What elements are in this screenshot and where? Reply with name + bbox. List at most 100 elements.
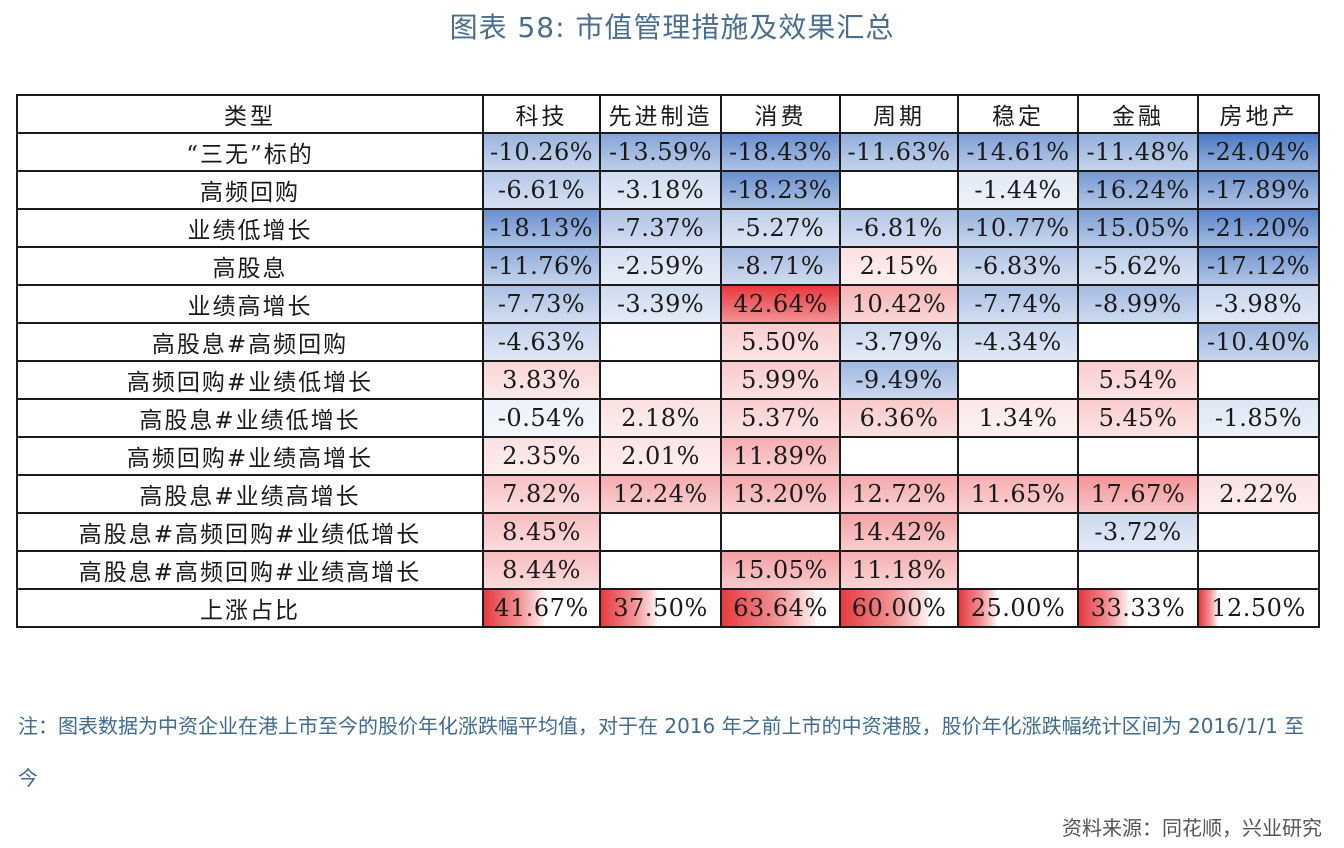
value-cell (839, 436, 959, 476)
table-row: 业绩低增长 -18.13% -7.37% -5.27% -6.81% -10.77% -15… (16, 208, 1320, 248)
header-stable: 稳定 (957, 94, 1079, 134)
value-cell: 5.99% (720, 360, 841, 400)
value-cell: -3.98% (1197, 284, 1320, 324)
table-body: “三无”标的 -10.26% -13.59% -18.43% -11.63% -14.61… (16, 132, 1320, 628)
value-cell: 10.42% (839, 284, 959, 324)
value-cell (1077, 550, 1199, 590)
value-cell: -1.44% (957, 170, 1079, 210)
header-real-estate: 房地产 (1197, 94, 1320, 134)
value-cell: 12.72% (839, 474, 959, 514)
value-cell: -11.76% (482, 246, 601, 286)
value-cell: 17.67% (1077, 474, 1199, 514)
row-label: 高股息#高频回购#业绩高增长 (16, 550, 484, 590)
row-label: 高频回购#业绩高增长 (16, 436, 484, 476)
table-row: 高股息#高频回购 -4.63% 5.50% -3.79% -4.34% -10.40% (16, 322, 1320, 362)
source-note: 资料来源：同花顺，兴业研究 (1062, 816, 1322, 840)
value-cell: -4.63% (482, 322, 601, 362)
table-row: 高频回购 -6.61% -3.18% -18.23% -1.44% -16.24% -17.… (16, 170, 1320, 210)
value-cell: -7.37% (599, 208, 722, 248)
value-cell: -6.81% (839, 208, 959, 248)
value-cell: 1.34% (957, 398, 1079, 438)
value-cell: -10.40% (1197, 322, 1320, 362)
value-cell: 11.65% (957, 474, 1079, 514)
row-label: 业绩低增长 (16, 208, 484, 248)
row-label: 高频回购#业绩低增长 (16, 360, 484, 400)
row-label: 高股息#高频回购 (16, 322, 484, 362)
header-advanced-manufacturing: 先进制造 (599, 94, 722, 134)
value-cell: 2.22% (1197, 474, 1320, 514)
header-finance: 金融 (1077, 94, 1199, 134)
value-cell: -8.71% (720, 246, 841, 286)
value-cell: -6.83% (957, 246, 1079, 286)
value-cell: -3.18% (599, 170, 722, 210)
row-label: “三无”标的 (16, 132, 484, 172)
value-cell: -11.48% (1077, 132, 1199, 172)
value-cell: 7.82% (482, 474, 601, 514)
value-cell: 5.54% (1077, 360, 1199, 400)
value-cell: 3.83% (482, 360, 601, 400)
header-row: 类型 科技 先进制造 消费 周期 稳定 金融 房地产 (16, 94, 1320, 134)
summary-cell: 41.67% (482, 588, 601, 628)
summary-cell: 33.33% (1077, 588, 1199, 628)
row-label: 业绩高增长 (16, 284, 484, 324)
table-row: 高频回购#业绩高增长 2.35% 2.01% 11.89% (16, 436, 1320, 476)
value-cell: -18.13% (482, 208, 601, 248)
value-cell: -1.85% (1197, 398, 1320, 438)
value-cell (599, 322, 722, 362)
table-row: 高股息#高频回购#业绩高增长 8.44% 15.05% 11.18% (16, 550, 1320, 590)
value-cell (957, 360, 1079, 400)
row-label: 高股息 (16, 246, 484, 286)
summary-label: 上涨占比 (16, 588, 484, 628)
value-cell: -21.20% (1197, 208, 1320, 248)
header-tech: 科技 (482, 94, 601, 134)
value-cell: -3.79% (839, 322, 959, 362)
value-cell: 5.37% (720, 398, 841, 438)
value-cell (1197, 512, 1320, 552)
table-row: “三无”标的 -10.26% -13.59% -18.43% -11.63% -14.61… (16, 132, 1320, 172)
table-row: 高股息 -11.76% -2.59% -8.71% 2.15% -6.83% -5.62% -… (16, 246, 1320, 286)
table-row: 高股息#业绩高增长 7.82% 12.24% 13.20% 12.72% 11.65% 17… (16, 474, 1320, 514)
value-cell: -17.12% (1197, 246, 1320, 286)
value-cell: -3.39% (599, 284, 722, 324)
value-cell (720, 512, 841, 552)
value-cell: -15.05% (1077, 208, 1199, 248)
value-cell (599, 512, 722, 552)
value-cell: -18.23% (720, 170, 841, 210)
value-cell: 42.64% (720, 284, 841, 324)
value-cell: -4.34% (957, 322, 1079, 362)
value-cell (599, 360, 722, 400)
value-cell: 14.42% (839, 512, 959, 552)
header-cyclical: 周期 (839, 94, 959, 134)
value-cell: 2.35% (482, 436, 601, 476)
table-row: 高股息#业绩低增长 -0.54% 2.18% 5.37% 6.36% 1.34% 5.45%… (16, 398, 1320, 438)
value-cell: 2.15% (839, 246, 959, 286)
value-cell: 13.20% (720, 474, 841, 514)
row-label: 高股息#业绩高增长 (16, 474, 484, 514)
value-cell: -10.26% (482, 132, 601, 172)
value-cell (1197, 550, 1320, 590)
value-cell: -8.99% (1077, 284, 1199, 324)
value-cell: -5.62% (1077, 246, 1199, 286)
value-cell (957, 512, 1079, 552)
value-cell (1197, 360, 1320, 400)
value-cell: -10.77% (957, 208, 1079, 248)
summary-cell: 60.00% (839, 588, 959, 628)
row-label: 高股息#高频回购#业绩低增长 (16, 512, 484, 552)
value-cell (599, 550, 722, 590)
value-cell (957, 436, 1079, 476)
value-cell: 11.18% (839, 550, 959, 590)
table-row: 业绩高增长 -7.73% -3.39% 42.64% 10.42% -7.74% -8.99… (16, 284, 1320, 324)
table-row: 高频回购#业绩低增长 3.83% 5.99% -9.49% 5.54% (16, 360, 1320, 400)
value-cell: 2.18% (599, 398, 722, 438)
value-cell: 2.01% (599, 436, 722, 476)
value-cell: -2.59% (599, 246, 722, 286)
row-label: 高频回购 (16, 170, 484, 210)
value-cell: 5.50% (720, 322, 841, 362)
value-cell: 6.36% (839, 398, 959, 438)
footnote: 注：图表数据为中资企业在港上市至今的股价年化涨跌幅平均值，对于在 2016 年之… (18, 714, 1305, 790)
value-cell: 12.24% (599, 474, 722, 514)
page-title: 图表 58: 市值管理措施及效果汇总 (449, 11, 895, 44)
value-cell (1077, 322, 1199, 362)
value-cell: -3.72% (1077, 512, 1199, 552)
value-cell: -16.24% (1077, 170, 1199, 210)
